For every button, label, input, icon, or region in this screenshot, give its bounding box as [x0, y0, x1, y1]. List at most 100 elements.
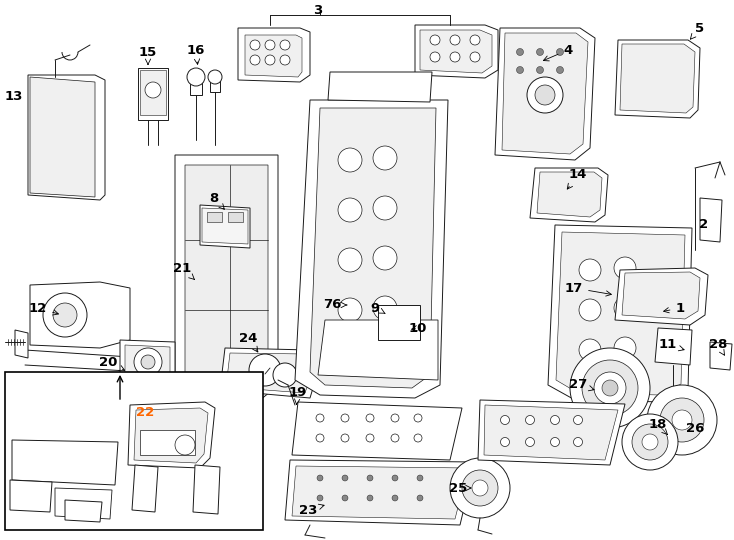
Polygon shape	[655, 328, 692, 365]
Polygon shape	[318, 320, 438, 380]
Text: 19: 19	[289, 386, 307, 404]
Circle shape	[316, 434, 324, 442]
Text: 76: 76	[323, 299, 346, 312]
Text: 16: 16	[187, 44, 206, 64]
Circle shape	[614, 257, 636, 279]
Circle shape	[527, 77, 563, 113]
Circle shape	[417, 475, 423, 481]
Polygon shape	[30, 77, 95, 197]
Text: 4: 4	[543, 44, 573, 61]
Circle shape	[573, 437, 583, 447]
Polygon shape	[502, 33, 588, 154]
Polygon shape	[140, 70, 166, 115]
Circle shape	[614, 337, 636, 359]
Circle shape	[556, 66, 564, 73]
Polygon shape	[134, 408, 208, 463]
Circle shape	[317, 495, 323, 501]
Circle shape	[430, 35, 440, 45]
Polygon shape	[292, 402, 462, 460]
Polygon shape	[245, 35, 302, 77]
Text: 10: 10	[409, 321, 427, 334]
Polygon shape	[200, 205, 250, 248]
Circle shape	[579, 339, 601, 361]
Polygon shape	[537, 172, 602, 217]
Circle shape	[535, 85, 555, 105]
Polygon shape	[185, 165, 268, 390]
Polygon shape	[556, 232, 685, 395]
Circle shape	[602, 380, 618, 396]
Circle shape	[187, 68, 205, 86]
Text: 3: 3	[313, 3, 323, 17]
Circle shape	[338, 298, 362, 322]
Polygon shape	[285, 460, 475, 525]
Circle shape	[582, 360, 638, 416]
Polygon shape	[210, 78, 220, 92]
Polygon shape	[190, 78, 202, 95]
Circle shape	[450, 35, 460, 45]
Text: 20: 20	[99, 355, 125, 370]
Polygon shape	[120, 340, 175, 388]
Polygon shape	[620, 44, 695, 113]
Circle shape	[392, 495, 398, 501]
Circle shape	[501, 437, 509, 447]
Text: 27: 27	[569, 379, 594, 392]
Circle shape	[341, 414, 349, 422]
Polygon shape	[420, 30, 492, 73]
Text: 15: 15	[139, 45, 157, 64]
Text: 28: 28	[709, 339, 727, 355]
Polygon shape	[12, 440, 118, 485]
Polygon shape	[310, 108, 436, 388]
Circle shape	[249, 354, 281, 386]
Circle shape	[537, 49, 543, 56]
Circle shape	[265, 55, 275, 65]
Circle shape	[273, 363, 297, 387]
Circle shape	[338, 248, 362, 272]
Circle shape	[517, 66, 523, 73]
Circle shape	[594, 372, 626, 404]
Circle shape	[526, 437, 534, 447]
Polygon shape	[295, 100, 448, 398]
Text: 13: 13	[5, 90, 23, 103]
Circle shape	[366, 414, 374, 422]
Text: 25: 25	[449, 482, 471, 495]
Text: 5: 5	[691, 22, 705, 39]
Text: 8: 8	[209, 192, 225, 210]
Polygon shape	[15, 330, 28, 358]
Circle shape	[43, 293, 87, 337]
Circle shape	[373, 246, 397, 270]
Circle shape	[462, 470, 498, 506]
Circle shape	[501, 415, 509, 424]
Circle shape	[338, 148, 362, 172]
Polygon shape	[28, 75, 105, 200]
Circle shape	[391, 414, 399, 422]
Text: 12: 12	[29, 301, 59, 315]
Polygon shape	[65, 500, 102, 522]
Circle shape	[373, 146, 397, 170]
Text: 26: 26	[686, 422, 704, 435]
Polygon shape	[125, 345, 170, 382]
Circle shape	[338, 198, 362, 222]
Bar	[228, 212, 243, 222]
Circle shape	[265, 40, 275, 50]
Bar	[5, 372, 263, 530]
Circle shape	[660, 398, 704, 442]
Circle shape	[341, 434, 349, 442]
Circle shape	[316, 414, 324, 422]
Text: 9: 9	[371, 301, 385, 314]
Text: 14: 14	[567, 168, 587, 189]
Polygon shape	[55, 488, 112, 519]
Bar	[140, 430, 195, 455]
Polygon shape	[530, 168, 608, 222]
Circle shape	[342, 495, 348, 501]
Polygon shape	[30, 282, 130, 348]
Text: 24: 24	[239, 332, 258, 352]
Polygon shape	[710, 342, 732, 370]
Circle shape	[470, 35, 480, 45]
Circle shape	[141, 355, 155, 369]
Polygon shape	[700, 198, 722, 242]
Bar	[378, 305, 420, 340]
Text: 21: 21	[173, 261, 195, 279]
Polygon shape	[138, 68, 168, 120]
Text: 11: 11	[659, 339, 684, 352]
Circle shape	[472, 480, 488, 496]
